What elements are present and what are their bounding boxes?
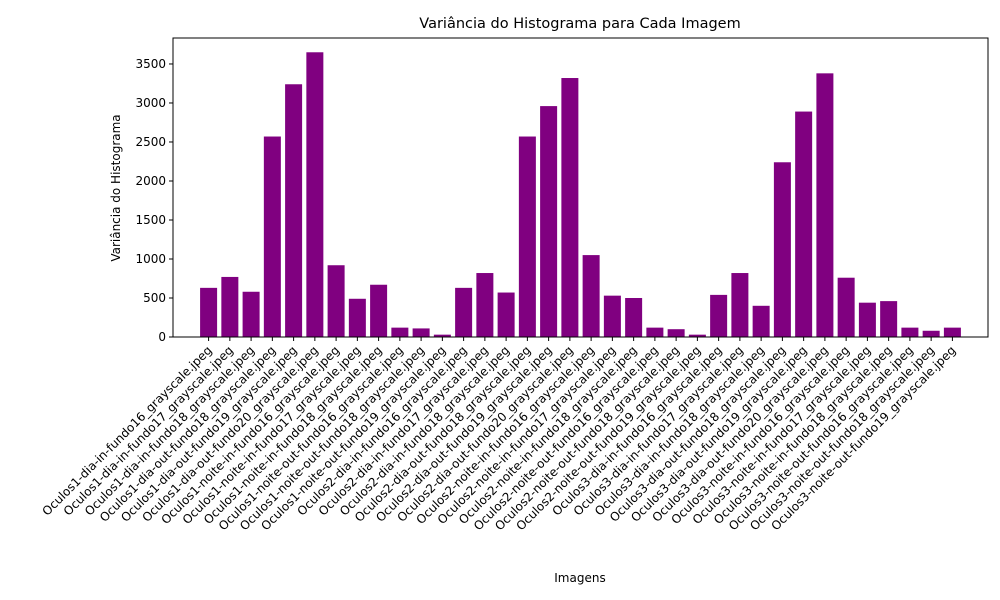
bar bbox=[540, 106, 558, 338]
bar bbox=[285, 84, 303, 337]
bar bbox=[200, 287, 218, 337]
bar bbox=[455, 287, 473, 337]
bar bbox=[943, 327, 961, 337]
bar bbox=[370, 284, 388, 337]
bar bbox=[816, 73, 834, 338]
y-tick-label: 2000 bbox=[135, 174, 166, 188]
bar bbox=[263, 136, 281, 337]
y-axis-label: Variância do Histograma bbox=[109, 114, 123, 261]
bar bbox=[412, 328, 430, 337]
bar bbox=[242, 291, 260, 337]
y-tick-label: 0 bbox=[158, 330, 166, 344]
bar bbox=[476, 273, 494, 337]
y-tick-label: 1000 bbox=[135, 252, 166, 266]
y-tick-label: 3000 bbox=[135, 96, 166, 110]
bar bbox=[880, 301, 898, 337]
bar bbox=[348, 298, 366, 337]
bar bbox=[582, 255, 600, 337]
bar bbox=[688, 334, 706, 337]
bar bbox=[752, 305, 770, 337]
bar bbox=[710, 294, 728, 337]
bar bbox=[603, 295, 621, 337]
bar bbox=[391, 327, 409, 337]
bar bbox=[306, 52, 324, 338]
bar bbox=[773, 162, 791, 337]
chart-title: Variância do Histograma para Cada Imagem bbox=[419, 16, 740, 32]
y-tick-label: 500 bbox=[143, 291, 166, 305]
y-tick-label: 3500 bbox=[135, 57, 166, 71]
y-tick-label: 1500 bbox=[135, 213, 166, 227]
bar bbox=[221, 276, 239, 337]
bar bbox=[497, 292, 515, 337]
bar bbox=[795, 111, 813, 337]
x-axis-label: Imagens bbox=[554, 571, 605, 585]
bar bbox=[858, 302, 876, 337]
bar bbox=[667, 329, 685, 337]
plot-frame bbox=[172, 37, 989, 338]
y-tick-label: 2500 bbox=[135, 135, 166, 149]
bar bbox=[518, 136, 536, 337]
bar bbox=[433, 334, 451, 337]
bar bbox=[901, 327, 919, 337]
bar bbox=[731, 273, 749, 337]
bar bbox=[646, 327, 664, 337]
bar bbox=[922, 330, 940, 337]
bar bbox=[561, 78, 579, 337]
bar bbox=[625, 297, 643, 337]
bar bbox=[837, 277, 855, 337]
bar bbox=[327, 265, 345, 337]
